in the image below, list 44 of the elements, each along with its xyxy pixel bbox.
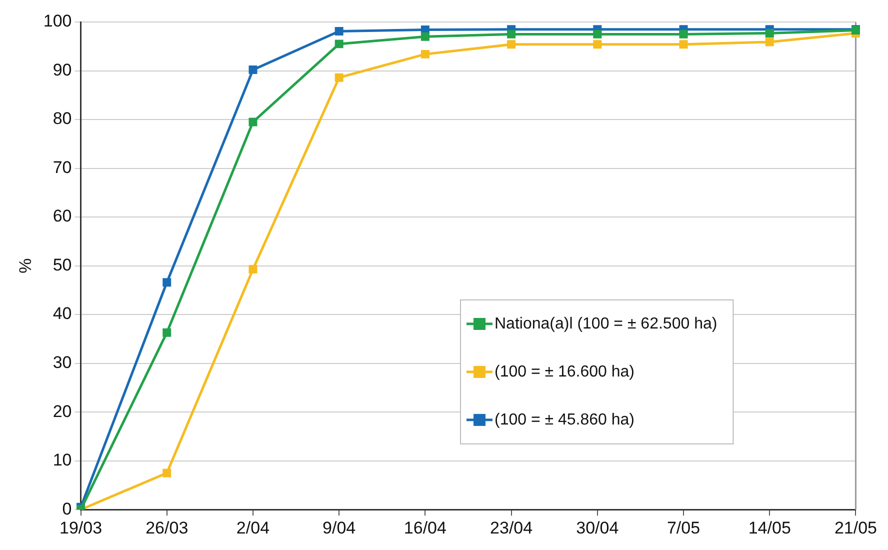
point [162,278,172,287]
y-tick-label: 30 [52,353,72,372]
y-tick-label: 80 [52,109,72,128]
x-tick-label: 14/05 [748,518,791,538]
point [248,118,258,126]
y-tick-label: 0 [62,499,72,518]
y-tick-label: 40 [52,304,72,324]
point [420,32,430,41]
point [507,30,516,38]
x-tick-label: 16/04 [404,518,446,538]
y-tick-label: 70 [52,158,72,177]
point [765,28,774,38]
point [162,328,172,337]
x-tick-label: 30/04 [576,518,619,538]
point [420,50,430,58]
y-axis-title: % [16,258,35,274]
x-tick-label: 21/05 [834,518,878,538]
y-tick-label: 60 [52,206,72,226]
y-tick-label: 100 [43,12,72,31]
legend-label: (100 = ± 45.860 ha) [494,411,634,428]
x-tick-label: 26/03 [146,518,188,538]
point [334,73,344,82]
x-tick-label: 19/03 [59,518,102,538]
point [334,27,344,36]
y-tick-label: 20 [52,402,72,421]
point [248,66,258,74]
legend-label: (100 = ± 16.600 ha) [494,363,634,380]
point [679,40,688,49]
point [679,30,688,38]
x-tick-label: 23/04 [490,518,533,538]
point [162,468,172,478]
point [248,264,258,274]
point [765,38,774,46]
x-tick-label: 7/05 [666,518,700,538]
y-tick-label: 10 [52,450,72,470]
y-tick-label: 90 [52,60,72,80]
point [593,40,602,49]
point [593,30,602,38]
point [334,40,344,48]
y-tick-label: 50 [52,255,72,274]
point [507,40,516,49]
legend-label: Nationa(a)l (100 = ± 62.500 ha) [494,315,718,332]
x-tick-label: 2/04 [236,518,270,538]
x-tick-label: 9/04 [322,518,356,538]
